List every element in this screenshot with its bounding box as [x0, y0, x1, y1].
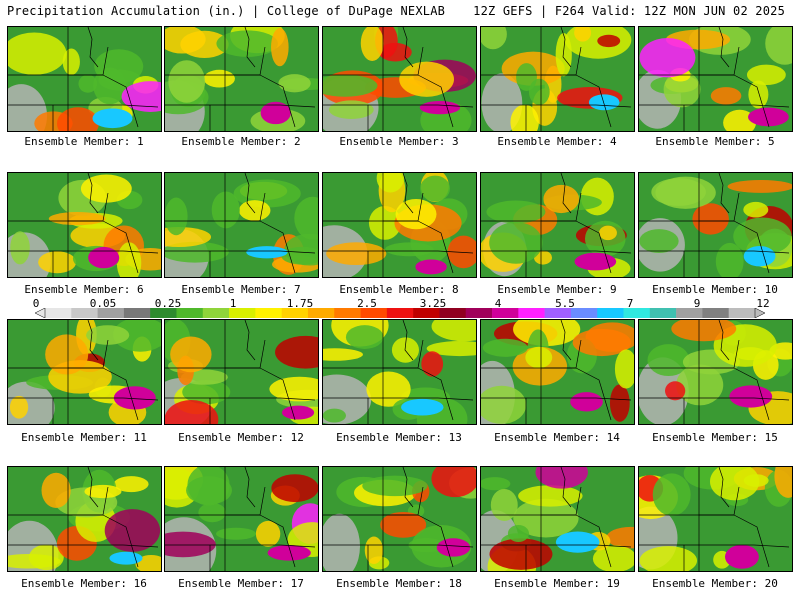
member-map-17 — [164, 466, 319, 572]
member-label: Ensemble Member: 14 — [494, 431, 620, 444]
member-map-16 — [7, 466, 162, 572]
scale-tick-label: 3.25 — [419, 297, 447, 310]
member-map-8 — [322, 172, 477, 278]
color-swatch — [465, 308, 493, 318]
color-swatch — [544, 308, 572, 318]
color-swatch — [386, 308, 414, 318]
member-map-15 — [638, 319, 793, 425]
color-swatch — [45, 308, 72, 318]
color-swatch — [71, 308, 98, 318]
member-map-2 — [164, 26, 319, 132]
scale-tick-label: 2.5 — [357, 297, 377, 310]
member-label: Ensemble Member: 3 — [339, 135, 459, 148]
color-swatch — [439, 308, 467, 318]
scale-tick-label: 0 — [32, 297, 40, 310]
chart-title: Precipitation Accumulation (in.) | Colle… — [7, 4, 446, 18]
color-swatch — [623, 308, 651, 318]
scale-tick-label: 0.25 — [154, 297, 182, 310]
member-map-18 — [322, 466, 477, 572]
member-map-5 — [638, 26, 793, 132]
member-map-14 — [480, 319, 635, 425]
member-map-7 — [164, 172, 319, 278]
member-label: Ensemble Member: 10 — [652, 283, 778, 296]
color-swatch — [518, 308, 545, 318]
color-swatch — [649, 308, 677, 318]
color-swatch — [728, 308, 756, 318]
scale-tick-label: 9 — [693, 297, 701, 310]
color-swatch — [281, 308, 309, 318]
color-swatch — [702, 308, 730, 318]
member-label: Ensemble Member: 18 — [336, 577, 462, 590]
scale-tick-label: 1 — [229, 297, 237, 310]
scale-tick-label: 12 — [756, 297, 770, 310]
member-label: Ensemble Member: 17 — [178, 577, 304, 590]
member-label: Ensemble Member: 12 — [178, 431, 304, 444]
member-map-13 — [322, 319, 477, 425]
member-map-9 — [480, 172, 635, 278]
member-label: Ensemble Member: 8 — [339, 283, 459, 296]
color-swatch — [97, 308, 125, 318]
member-label: Ensemble Member: 9 — [497, 283, 617, 296]
scale-right-arrow — [754, 308, 765, 318]
color-swatch — [676, 308, 703, 318]
member-map-6 — [7, 172, 162, 278]
color-swatch — [597, 308, 624, 318]
color-swatch — [413, 308, 440, 318]
member-label: Ensemble Member: 15 — [652, 431, 778, 444]
color-swatch — [570, 308, 598, 318]
member-label: Ensemble Member: 7 — [181, 283, 301, 296]
member-map-20 — [638, 466, 793, 572]
member-label: Ensemble Member: 5 — [655, 135, 775, 148]
scale-tick-label: 4 — [494, 297, 502, 310]
member-map-11 — [7, 319, 162, 425]
scale-tick-label: 1.75 — [286, 297, 314, 310]
member-map-4 — [480, 26, 635, 132]
member-label: Ensemble Member: 4 — [497, 135, 617, 148]
color-swatch — [334, 308, 361, 318]
member-label: Ensemble Member: 2 — [181, 135, 301, 148]
color-swatch — [150, 308, 177, 318]
member-label: Ensemble Member: 6 — [24, 283, 144, 296]
scale-tick-label: 7 — [626, 297, 634, 310]
member-map-10 — [638, 172, 793, 278]
member-label: Ensemble Member: 20 — [652, 577, 778, 590]
member-map-3 — [322, 26, 477, 132]
color-swatch — [202, 308, 230, 318]
member-label: Ensemble Member: 11 — [21, 431, 147, 444]
member-label: Ensemble Member: 1 — [24, 135, 144, 148]
color-swatch — [255, 308, 282, 318]
color-swatch — [360, 308, 388, 318]
member-label: Ensemble Member: 13 — [336, 431, 462, 444]
scale-tick-label: 0.05 — [89, 297, 117, 310]
member-map-12 — [164, 319, 319, 425]
color-swatch — [176, 308, 204, 318]
member-label: Ensemble Member: 19 — [494, 577, 620, 590]
member-map-19 — [480, 466, 635, 572]
member-label: Ensemble Member: 16 — [21, 577, 147, 590]
color-swatch — [229, 308, 256, 318]
member-map-1 — [7, 26, 162, 132]
scale-left-arrow — [35, 308, 46, 318]
run-info: 12Z GEFS | F264 Valid: 12Z MON JUN 02 20… — [473, 4, 785, 18]
color-swatch — [492, 308, 519, 318]
color-swatch — [123, 308, 151, 318]
scale-tick-label: 5.5 — [555, 297, 575, 310]
color-swatch — [307, 308, 335, 318]
precipitation-color-scale — [35, 308, 765, 318]
